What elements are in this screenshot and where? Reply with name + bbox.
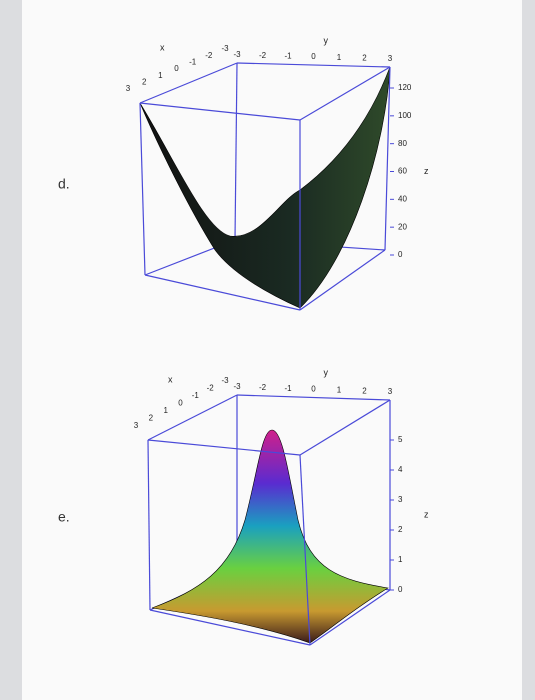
y-tick-label: -3: [233, 50, 241, 59]
y-tick-label: 2: [362, 53, 367, 62]
z-tick-label: 100: [398, 111, 412, 120]
z-tick-label: 120: [398, 83, 412, 92]
x-tick-label: -3: [221, 44, 229, 53]
y-tick-label: 3: [388, 54, 393, 63]
z-tick-label: 0: [398, 250, 403, 259]
item-label: e.: [58, 509, 70, 525]
x-tick-label: -3: [221, 376, 229, 385]
y-tick-label: 1: [337, 385, 342, 394]
box-edge: [139, 102, 146, 276]
y-tick-label: 2: [362, 386, 367, 395]
x-tick-label: -2: [207, 384, 215, 393]
x-tick-label: -2: [205, 51, 213, 60]
x-axis-label: x: [160, 42, 165, 52]
x-tick-label: 3: [134, 421, 139, 430]
y-tick-label: -1: [284, 384, 292, 393]
z-tick-label: 80: [398, 139, 407, 148]
box-edge: [236, 394, 391, 401]
y-axis-label: y: [324, 367, 329, 377]
z-tick-label: 3: [398, 495, 403, 504]
x-tick-label: 3: [126, 84, 131, 93]
box-edge: [299, 66, 391, 121]
surface: [139, 66, 391, 309]
z-tick-label: 40: [398, 194, 407, 203]
box-edge: [147, 439, 301, 456]
box-edge: [299, 249, 386, 311]
box-edge: [149, 609, 311, 646]
x-tick-label: 1: [158, 71, 163, 80]
y-tick-label: 0: [311, 385, 316, 394]
box-edge: [299, 454, 311, 646]
box-edge: [139, 102, 301, 121]
z-tick-label: 0: [398, 585, 403, 594]
y-tick-label: 3: [388, 387, 393, 396]
box-edge: [299, 399, 391, 456]
box-edge: [384, 66, 391, 251]
z-tick-label: 4: [398, 465, 403, 474]
box-edge: [236, 62, 391, 68]
z-tick-label: 20: [398, 222, 407, 231]
y-tick-label: 0: [311, 52, 316, 61]
z-tick-label: 5: [398, 435, 403, 444]
y-tick-label: 1: [337, 53, 342, 62]
surface: [151, 429, 389, 644]
y-tick-label: -2: [259, 51, 267, 60]
box-edge: [144, 274, 301, 311]
z-axis-label: z: [424, 166, 429, 176]
z-tick-label: 60: [398, 167, 407, 176]
x-axis-label: x: [168, 374, 173, 384]
z-axis-label: z: [424, 509, 429, 519]
x-tick-label: -1: [189, 57, 197, 66]
box-edge: [139, 62, 238, 104]
x-tick-label: 2: [149, 414, 154, 423]
y-tick-label: -1: [284, 51, 292, 60]
x-tick-label: 2: [142, 77, 147, 86]
box-edge: [309, 589, 391, 646]
z-tick-label: 2: [398, 525, 403, 534]
y-tick-label: -3: [233, 382, 241, 391]
box-edge: [147, 439, 151, 611]
item-label: d.: [58, 176, 70, 192]
x-tick-label: 1: [163, 406, 168, 415]
x-tick-label: -1: [192, 391, 200, 400]
z-tick-label: 1: [398, 555, 403, 564]
y-axis-label: y: [324, 35, 329, 45]
box-edge: [234, 62, 238, 241]
box-edge: [147, 394, 238, 441]
x-tick-label: 0: [174, 64, 179, 73]
y-tick-label: -2: [259, 383, 267, 392]
x-tick-label: 0: [178, 399, 183, 408]
